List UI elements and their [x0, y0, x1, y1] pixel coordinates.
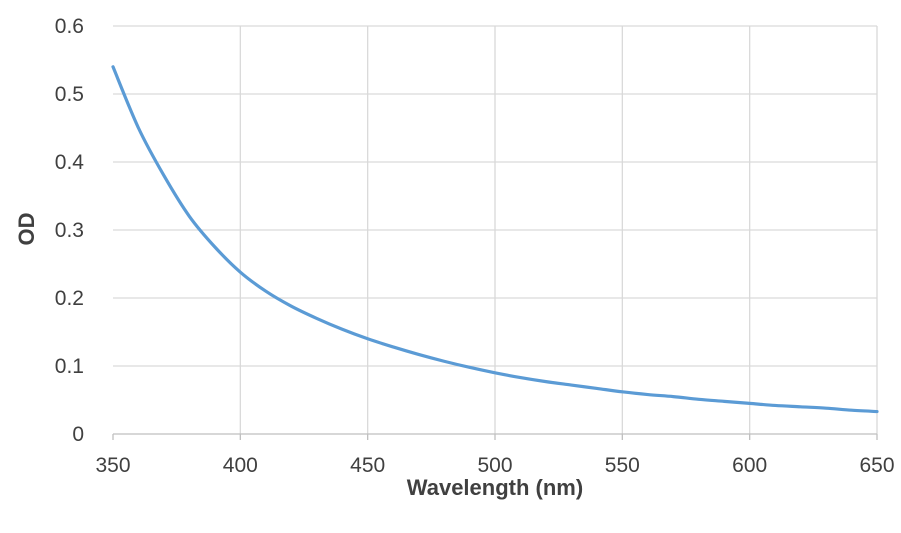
- x-tick-label: 400: [223, 454, 258, 477]
- grid-layer: [113, 25, 878, 434]
- y-tick-label: 0.3: [55, 219, 84, 242]
- x-axis-title: Wavelength (nm): [407, 475, 583, 500]
- x-tick-label: 650: [859, 454, 894, 477]
- y-tick-label: 0: [72, 423, 84, 446]
- series-line: [111, 65, 879, 414]
- y-tick-label: 0.5: [55, 83, 84, 106]
- y-tick-label: 0.2: [55, 287, 84, 310]
- tick-label-layer: 350 400 450 500 550 600 650 0 0.1 0.2 0.3 0.4 0.5 0.6: [55, 15, 895, 477]
- x-tick-label: 550: [605, 454, 640, 477]
- y-tick-label: 0.4: [55, 151, 85, 174]
- x-tick-label: 450: [350, 454, 385, 477]
- x-tick-label: 500: [477, 454, 512, 477]
- y-axis-title: OD: [14, 213, 39, 246]
- series-layer: [111, 65, 879, 414]
- x-tick-label: 600: [732, 454, 767, 477]
- x-tick-label: 350: [95, 454, 130, 477]
- y-tick-label: 0.6: [55, 15, 84, 38]
- axis-layer: [112, 433, 878, 440]
- y-tick-label: 0.1: [55, 355, 84, 378]
